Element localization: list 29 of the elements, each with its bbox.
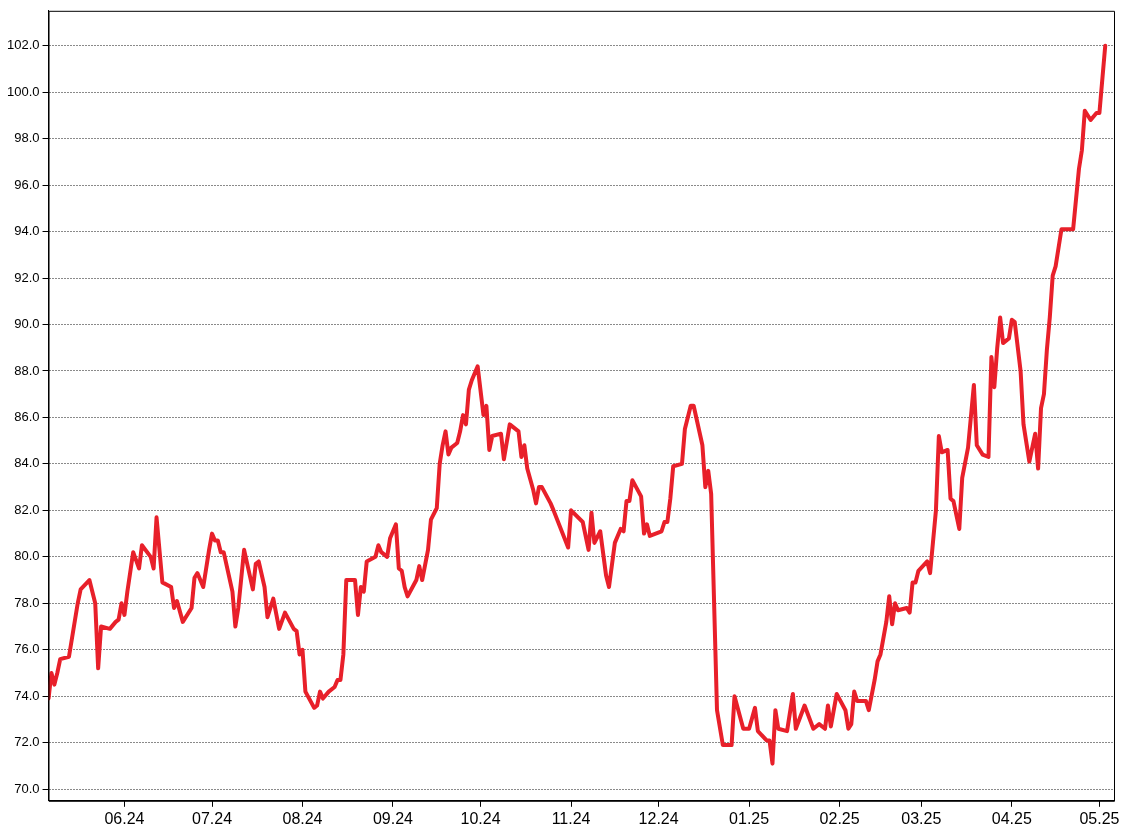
y-tick-label: 94.0 <box>14 223 40 239</box>
y-tick-label: 72.0 <box>14 734 40 750</box>
x-tick-label: 04.25 <box>991 809 1032 827</box>
y-tick-label: 88.0 <box>14 362 40 378</box>
x-tick-label: 02.25 <box>819 809 860 827</box>
x-tick-label: 09.24 <box>372 809 414 827</box>
y-tick-label: 78.0 <box>14 594 40 610</box>
y-tick-label: 82.0 <box>14 501 40 517</box>
x-tick-label: 08.24 <box>282 809 323 827</box>
x-tick-label: 05.25 <box>1079 809 1120 827</box>
y-tick-label: 102.0 <box>6 37 40 53</box>
y-tick-label: 74.0 <box>14 687 40 703</box>
x-tick-label: 01.25 <box>729 809 770 827</box>
y-tick-label: 84.0 <box>14 455 40 471</box>
x-tick-label: 10.24 <box>460 809 501 827</box>
y-tick-label: 96.0 <box>14 176 40 192</box>
y-tick-label: 100.0 <box>6 83 40 99</box>
y-tick-label: 92.0 <box>14 269 40 285</box>
x-tick-label: 11.24 <box>551 809 591 827</box>
y-tick-label: 86.0 <box>14 409 40 424</box>
x-tick-label: 12.24 <box>638 809 679 827</box>
y-tick-label: 80.0 <box>14 548 40 564</box>
x-tick-label: 03.25 <box>901 809 942 827</box>
y-tick-label: 76.0 <box>14 641 40 657</box>
x-tick-label: 07.24 <box>191 809 233 827</box>
x-tick-label: 06.24 <box>104 809 145 827</box>
y-tick-label: 90.0 <box>14 316 40 332</box>
y-tick-label: 70.0 <box>14 780 40 796</box>
y-tick-label: 98.0 <box>14 130 40 146</box>
